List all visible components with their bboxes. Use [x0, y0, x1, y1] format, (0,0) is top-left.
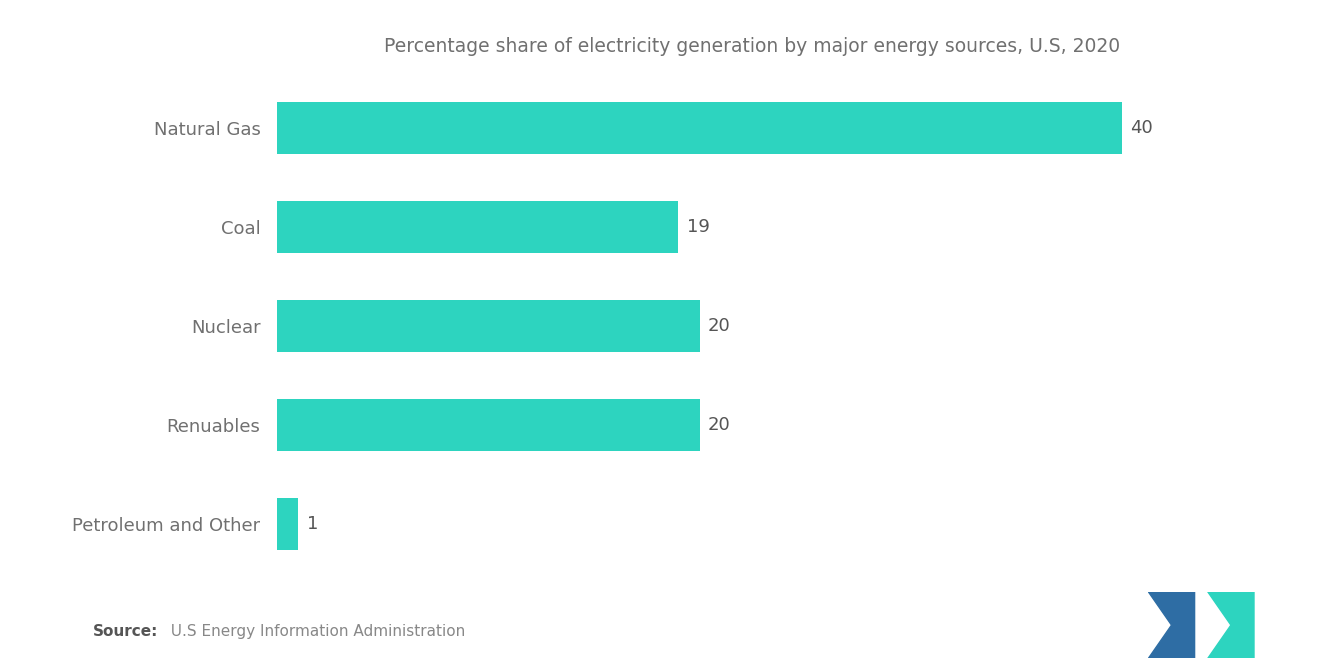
Polygon shape [1148, 592, 1195, 658]
Bar [277, 399, 700, 451]
Title: Percentage share of electricity generation by major energy sources, U.S, 2020: Percentage share of electricity generati… [384, 37, 1121, 56]
Text: Source:: Source: [92, 624, 158, 639]
Polygon shape [1208, 592, 1254, 658]
Bar [277, 201, 678, 253]
Text: U.S Energy Information Administration: U.S Energy Information Administration [161, 624, 465, 639]
Bar [277, 498, 298, 549]
Bar [277, 300, 700, 352]
Text: 40: 40 [1130, 119, 1154, 137]
Text: 1: 1 [306, 515, 318, 533]
Text: 20: 20 [708, 317, 731, 335]
Text: 20: 20 [708, 416, 731, 434]
Bar [277, 102, 1122, 154]
Text: 19: 19 [686, 218, 710, 236]
